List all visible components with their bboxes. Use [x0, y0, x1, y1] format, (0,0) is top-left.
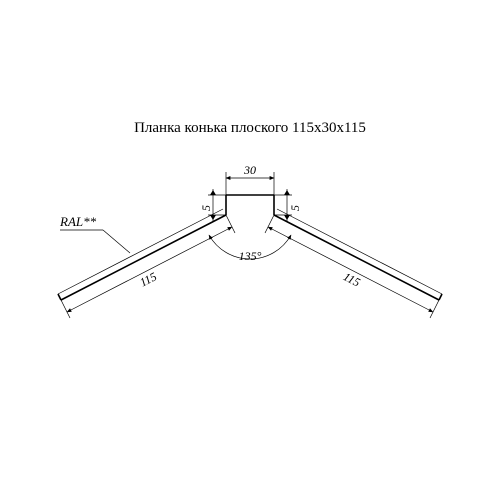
dim-angle-value: 135° — [239, 249, 262, 263]
profile-outline — [58, 195, 442, 300]
dim-wing-right — [265, 215, 439, 318]
diagram-svg: 30 5 5 135° — [0, 0, 500, 500]
diagram-canvas: Планка конька плоского 115х30х115 — [0, 0, 500, 500]
ral-leader — [60, 230, 130, 253]
ral-label: RAL** — [59, 214, 97, 229]
dim-wing-right-value: 115 — [341, 269, 363, 289]
dim-side-right-value: 5 — [288, 205, 302, 211]
dim-wing-left-value: 115 — [137, 269, 159, 289]
dim-side-left-value: 5 — [199, 205, 213, 211]
dim-wing-left — [61, 215, 235, 318]
dim-top-width-value: 30 — [243, 163, 256, 177]
